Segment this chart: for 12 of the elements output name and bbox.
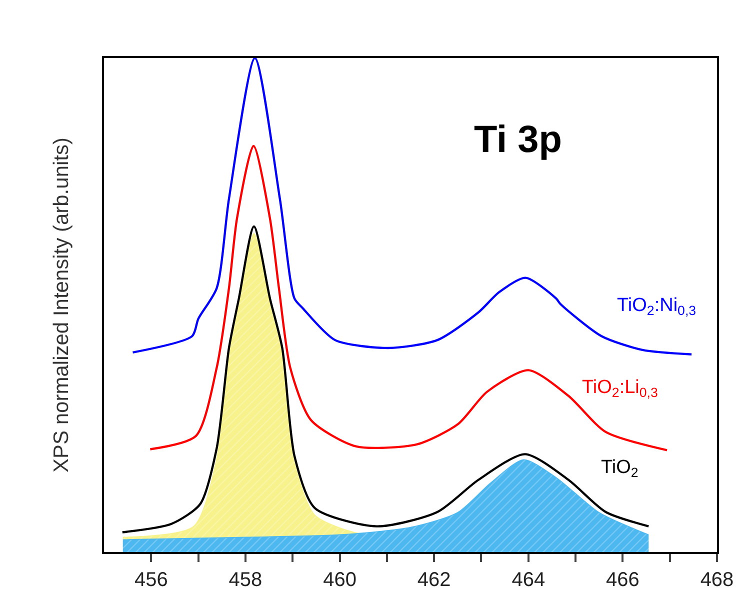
series-label: TiO$_{2}$:Ni$_{0,3}$ [617,295,696,318]
x-tick-label: 466 [606,568,640,591]
y-axis-title: XPS normalized Intensity (arb.units) [50,138,73,472]
annotation: Ti 3p [474,119,562,161]
series-label: TiO$_{2}$ [601,457,638,480]
series-label: TiO$_{2}$:Li$_{0,3}$ [582,377,658,400]
x-tick-label: 464 [512,568,546,591]
x-tick-label: 456 [134,568,168,591]
x-tick-label: 458 [228,568,262,591]
x-tick-label: 468 [700,568,734,591]
x-tick-label: 460 [323,568,356,591]
x-tick-label: 462 [417,568,451,591]
